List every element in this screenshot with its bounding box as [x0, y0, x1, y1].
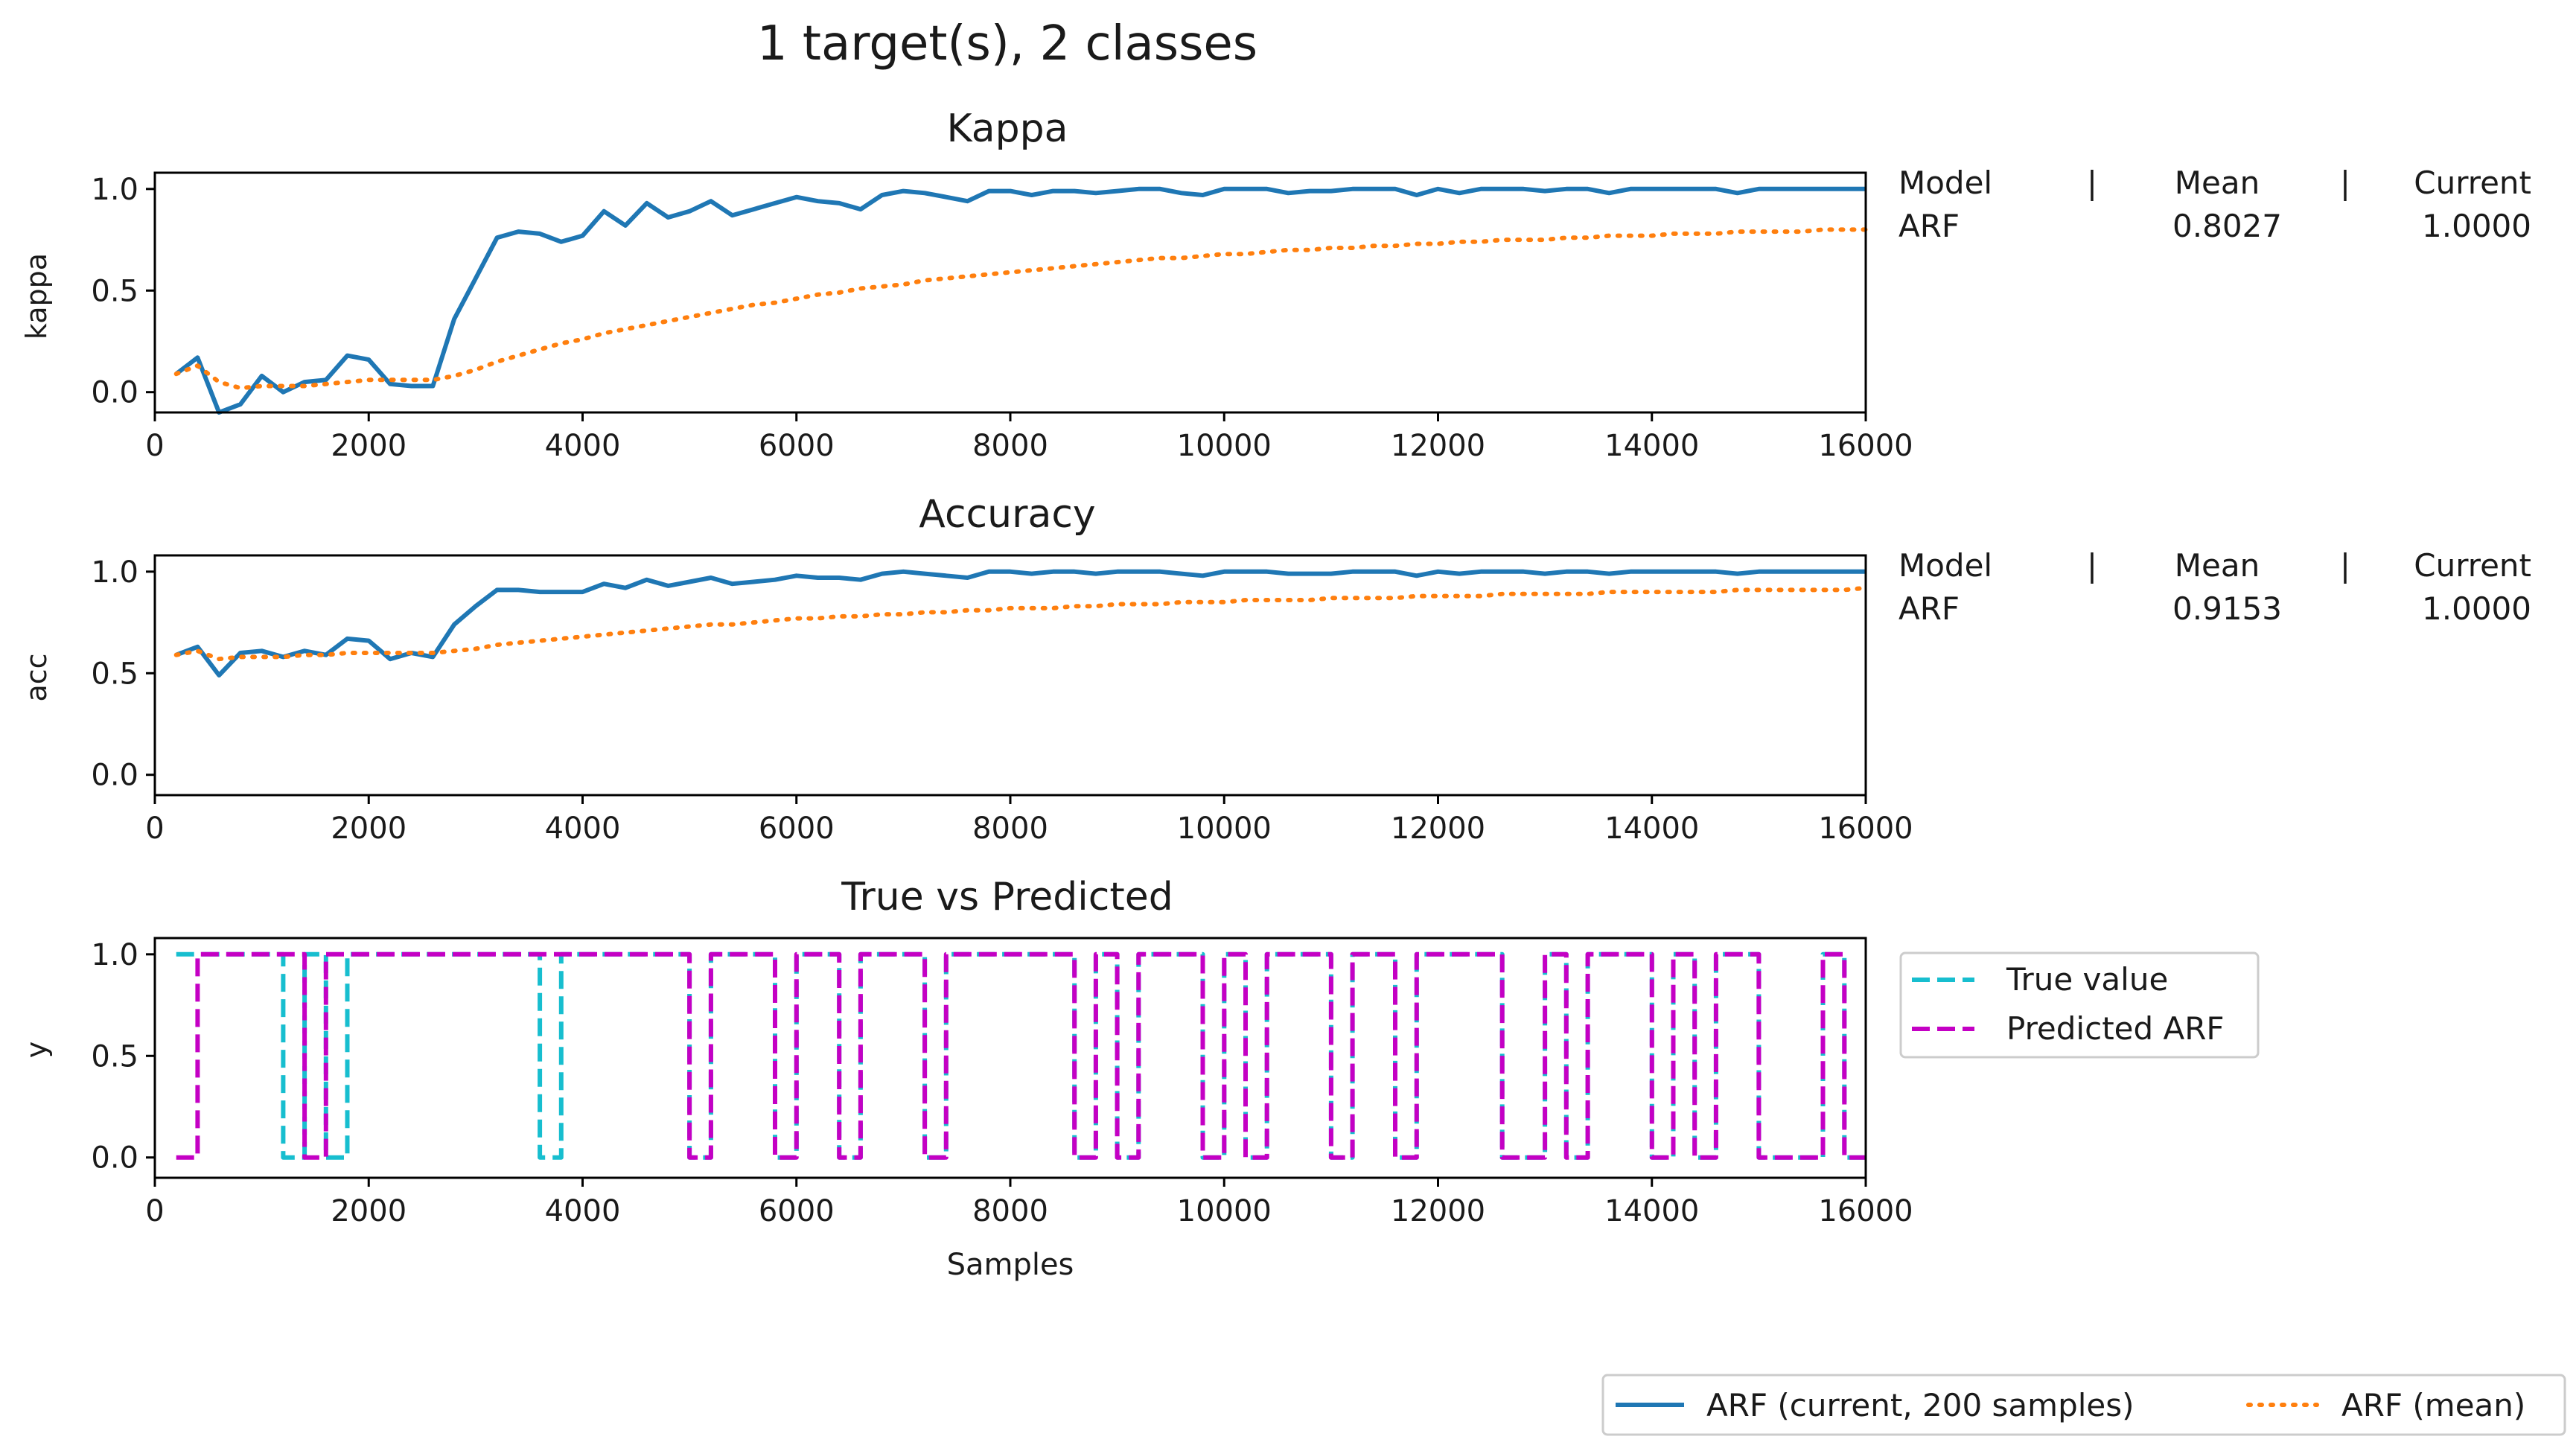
tvp-legend-box: [1899, 951, 2260, 1059]
x-tick-label: 14000: [1604, 812, 1699, 846]
y-tick-label: 1.0: [91, 938, 138, 972]
x-tick-label: 16000: [1818, 812, 1913, 846]
y-tick-label: 0.5: [91, 657, 138, 691]
x-tick-label: 12000: [1391, 429, 1485, 463]
true-vs-predicted-panel: True vs Predicted y 0 2000 4000 6000 8000 100…: [20, 875, 2260, 1282]
x-tick-label: 8000: [972, 1194, 1048, 1228]
x-tick-label: 0: [145, 429, 164, 463]
kappa-title: Kappa: [947, 106, 1068, 151]
kappa-table-header-current: Current: [2414, 165, 2531, 201]
x-tick-label: 2000: [331, 812, 407, 846]
kappa-series-arf-mean: [173, 227, 1868, 391]
y-tick-label: 0.5: [91, 1039, 138, 1074]
accuracy-table-sep-2: |: [2340, 547, 2350, 584]
bottom-legend-box: [1601, 1374, 2566, 1436]
true_vs_predicted-series-predicted-arf: [176, 951, 1866, 1160]
x-tick-label: 16000: [1818, 429, 1913, 463]
tvp-title: True vs Predicted: [841, 875, 1173, 919]
x-tick-label: 6000: [759, 429, 835, 463]
tvp-y-label: y: [20, 1042, 53, 1059]
accuracy-table-mean: 0.9153: [2172, 590, 2282, 627]
x-tick-label: 0: [145, 812, 164, 846]
x-tick-label: 14000: [1604, 429, 1699, 463]
x-tick-label: 10000: [1177, 1194, 1272, 1228]
x-tick-label: 16000: [1818, 1194, 1913, 1228]
accuracy-ticks: 0 2000 4000 6000 8000 10000 12000 14000 16000 0.0…: [91, 555, 1913, 846]
x-tick-label: 6000: [759, 1194, 835, 1228]
x-tick-label: 12000: [1391, 812, 1485, 846]
x-tick-label: 8000: [972, 429, 1048, 463]
legend-current-label: ARF (current, 200 samples): [1706, 1387, 2135, 1423]
kappa-y-label: kappa: [20, 253, 53, 339]
x-tick-label: 2000: [331, 1194, 407, 1228]
tvp-legend: True value Predicted ARF: [1899, 951, 2260, 1059]
x-tick-label: 14000: [1604, 1194, 1699, 1228]
legend-true-label: True value: [2006, 961, 2168, 998]
x-tick-label: 12000: [1391, 1194, 1485, 1228]
x-tick-label: 10000: [1177, 429, 1272, 463]
y-tick-label: 0.0: [91, 376, 138, 410]
kappa-table-sep-1: |: [2087, 165, 2097, 201]
tvp-plot-area: [176, 951, 1866, 1160]
accuracy-table-header-model: Model: [1898, 547, 1992, 584]
y-tick-label: 0.5: [91, 274, 138, 308]
tvp-ticks: 0 2000 4000 6000 8000 10000 12000 14000 16000 0.0…: [91, 938, 1913, 1228]
kappa-table-header-model: Model: [1898, 165, 1992, 201]
tvp-axes-frame: [153, 937, 1867, 1179]
accuracy-table-sep-1: |: [2087, 547, 2097, 584]
kappa-panel: Kappa kappa 0 2000 4000 6000 8000 10000 12000 1…: [20, 106, 2531, 463]
y-tick-label: 1.0: [91, 555, 138, 590]
x-tick-label: 4000: [545, 1194, 621, 1228]
kappa-table-current: 1.0000: [2422, 208, 2531, 244]
tvp-x-label: Samples: [947, 1248, 1074, 1282]
x-tick-label: 2000: [331, 429, 407, 463]
accuracy-series-arf-current-200-samples: [175, 569, 1866, 677]
y-tick-label: 1.0: [91, 173, 138, 207]
legend-mean-label: ARF (mean): [2341, 1387, 2525, 1423]
accuracy-plot-area: [173, 569, 1868, 677]
accuracy-axes-frame: [153, 554, 1867, 797]
kappa-table-mean: 0.8027: [2172, 208, 2282, 244]
kappa-axes-frame: [153, 171, 1867, 414]
accuracy-table-header-current: Current: [2414, 547, 2531, 584]
kappa-ticks: 0 2000 4000 6000 8000 10000 12000 14000 16000 0.0…: [91, 173, 1913, 463]
accuracy-stats-table: Model | Mean | Current ARF 0.9153 1.0000: [1898, 547, 2531, 627]
figure-title: 1 target(s), 2 classes: [757, 16, 1257, 71]
accuracy-panel: Accuracy acc 0 2000 4000 6000 8000 10000 12000…: [20, 492, 2531, 846]
accuracy-y-label: acc: [20, 653, 53, 701]
legend-predicted-label: Predicted ARF: [2006, 1010, 2225, 1047]
x-tick-label: 4000: [545, 812, 621, 846]
accuracy-series-arf-mean: [173, 585, 1868, 662]
x-tick-label: 10000: [1177, 812, 1272, 846]
accuracy-table-current: 1.0000: [2422, 590, 2531, 627]
y-tick-label: 0.0: [91, 1141, 138, 1176]
kappa-series-arf-current-200-samples: [174, 186, 1866, 415]
kappa-table-model: ARF: [1898, 208, 1960, 244]
accuracy-title: Accuracy: [919, 492, 1095, 537]
kappa-plot-area: [173, 186, 1868, 415]
accuracy-table-model: ARF: [1898, 590, 1960, 627]
kappa-table-header-mean: Mean: [2175, 165, 2260, 201]
x-tick-label: 4000: [545, 429, 621, 463]
kappa-stats-table: Model | Mean | Current ARF 0.8027 1.0000: [1898, 165, 2531, 244]
accuracy-table-header-mean: Mean: [2175, 547, 2260, 584]
kappa-table-sep-2: |: [2340, 165, 2350, 201]
bottom-legend: ARF (current, 200 samples) ARF (mean): [1601, 1374, 2566, 1436]
x-tick-label: 0: [145, 1194, 164, 1228]
x-tick-label: 8000: [972, 812, 1048, 846]
y-tick-label: 0.0: [91, 759, 138, 793]
x-tick-label: 6000: [759, 812, 835, 846]
